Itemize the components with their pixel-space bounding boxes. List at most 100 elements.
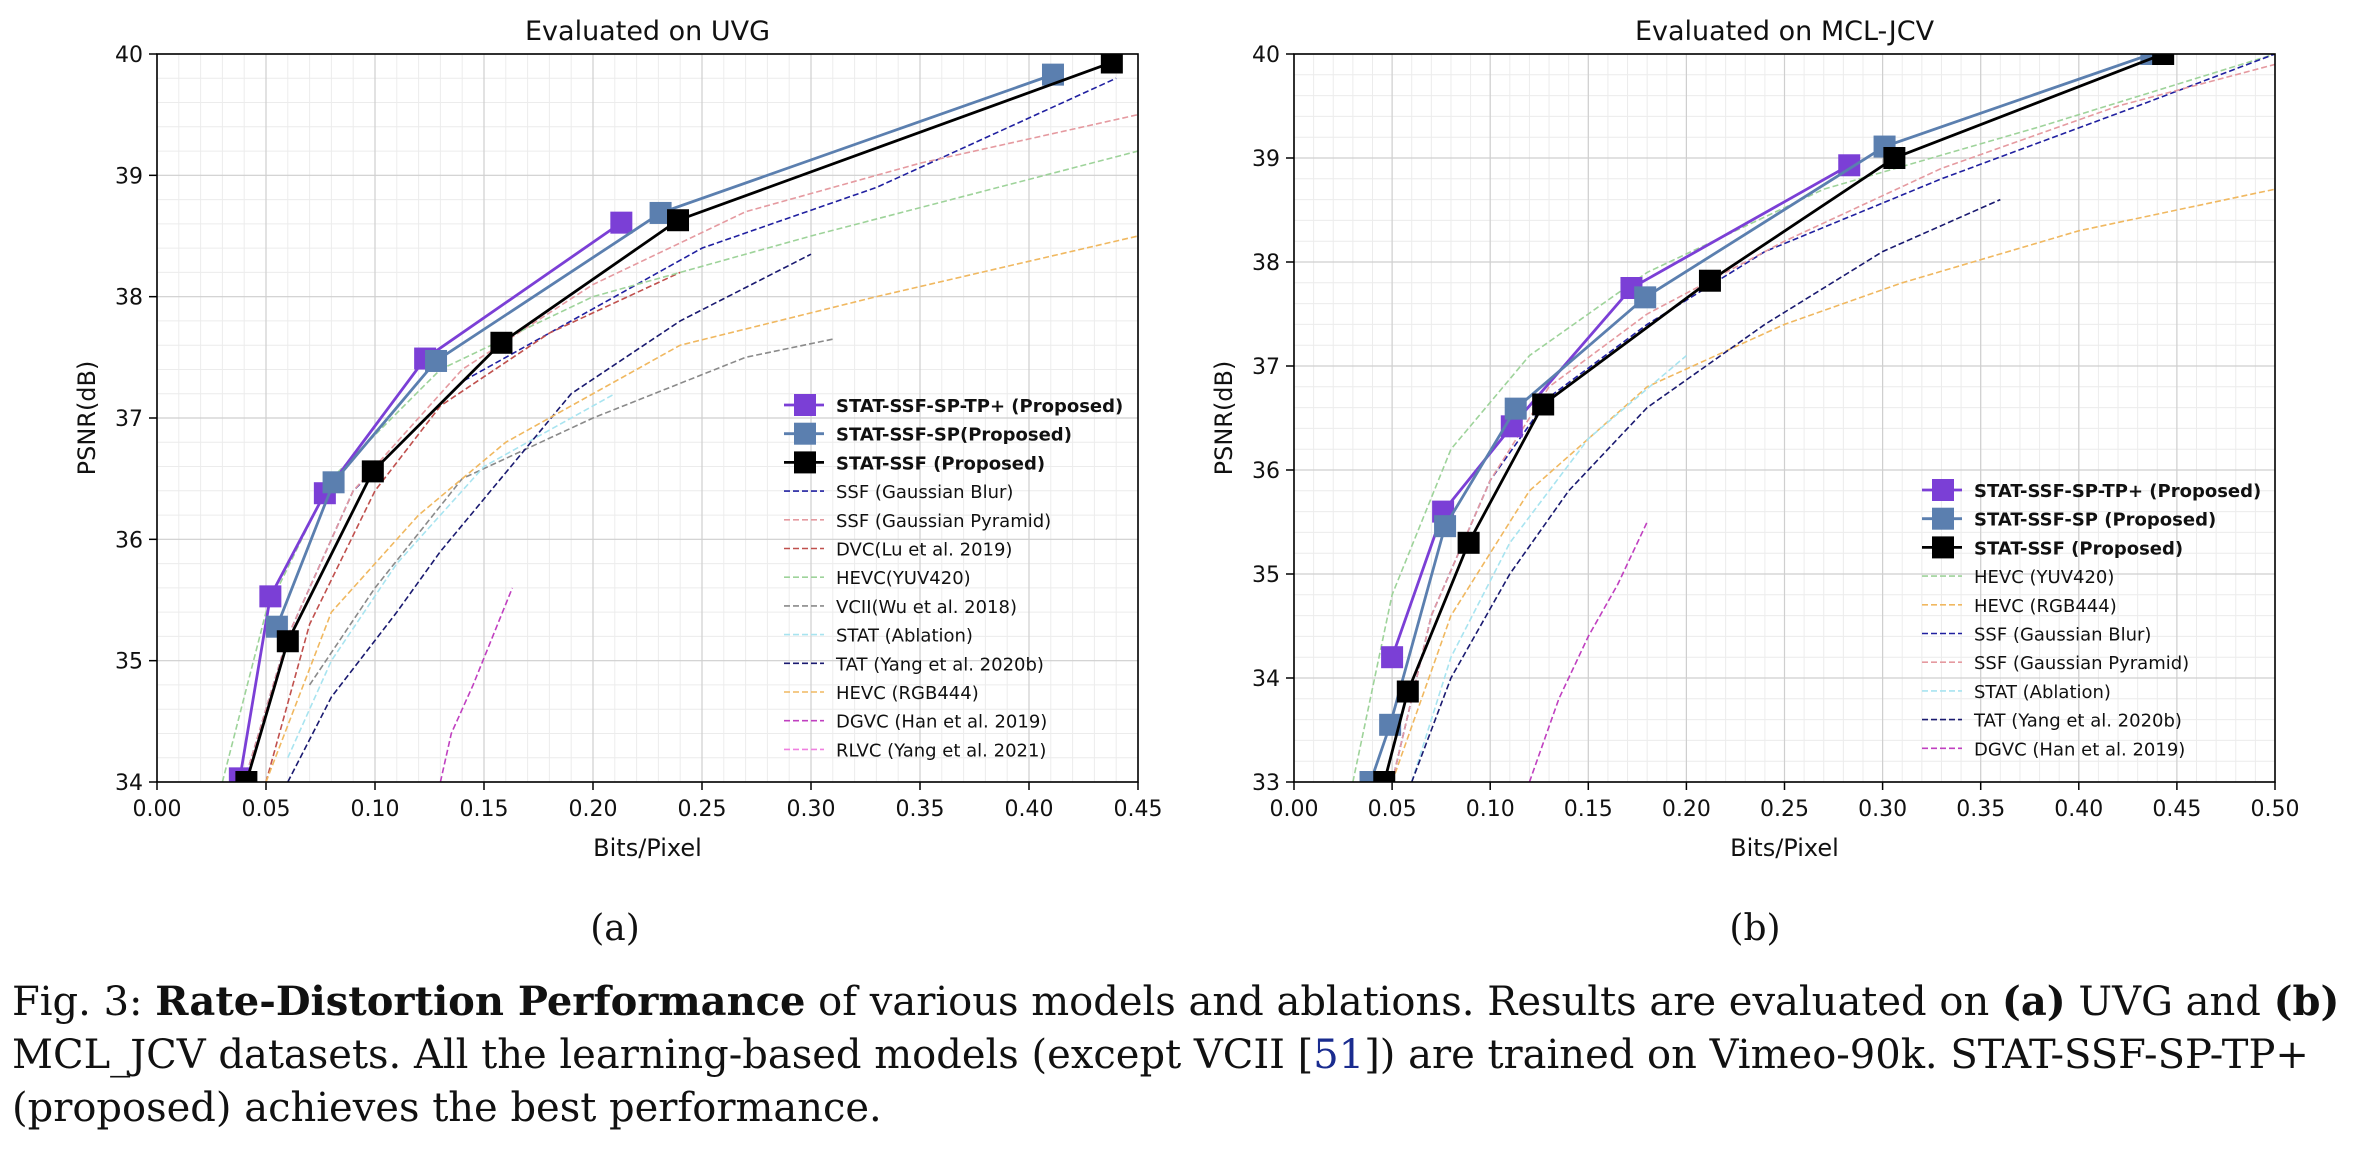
- legend: STAT-SSF-SP-TP+ (Proposed) STAT-SSF-SP (P…: [1922, 479, 2261, 760]
- legend-label: STAT (Ablation): [836, 626, 973, 647]
- series-marker-2: [276, 630, 299, 653]
- x-tick-label: 0.25: [1760, 797, 1809, 822]
- x-tick-label: 0.15: [1564, 797, 1613, 822]
- legend-label: VCII(Wu et al. 2018): [836, 597, 1017, 618]
- legend-label: SSF (Gaussian Pyramid): [836, 511, 1051, 532]
- figure-caption: Fig. 3: Rate-Distortion Performance of v…: [12, 975, 2362, 1135]
- x-tick-label: 0.30: [1858, 797, 1907, 822]
- x-tick-label: 0.05: [1368, 797, 1417, 822]
- series-marker-1: [1634, 286, 1657, 309]
- series-marker-2: [235, 771, 258, 782]
- chart-title: Evaluated on MCL-JCV: [1635, 16, 1935, 47]
- series-marker-0: [1381, 646, 1404, 669]
- series-line-4: [1391, 188, 2275, 782]
- series-line-4: [243, 113, 1138, 782]
- y-tick-label: 37: [115, 407, 143, 432]
- series-line-7: [1410, 354, 1687, 782]
- caption-reference-link[interactable]: 51: [1313, 1032, 1365, 1078]
- y-tick-label: 35: [115, 650, 143, 675]
- legend-marker: [794, 451, 816, 474]
- legend-label: DGVC (Han et al. 2019): [1974, 739, 2185, 760]
- x-tick-label: 0.15: [460, 797, 509, 822]
- legend-marker: [794, 422, 816, 445]
- series-marker-2: [1100, 54, 1123, 74]
- series-marker-1: [1359, 771, 1382, 782]
- series-marker-2: [2152, 54, 2175, 65]
- x-tick-label: 0.50: [2251, 797, 2300, 822]
- series-marker-2: [667, 209, 690, 232]
- y-tick-label: 34: [115, 771, 143, 796]
- legend-marker: [1932, 507, 1954, 530]
- series-marker-1: [649, 201, 672, 224]
- caption-text-3: MCL_JCV datasets. All the learning-based…: [12, 1032, 1314, 1078]
- x-tick-label: 0.10: [351, 797, 400, 822]
- x-tick-label: 0.20: [1662, 797, 1711, 822]
- series-marker-1: [425, 349, 448, 372]
- series-line-9: [287, 253, 812, 782]
- legend: STAT-SSF-SP-TP+ (Proposed) STAT-SSF-SP(Pr…: [784, 394, 1123, 761]
- y-tick-label: 36: [115, 528, 143, 553]
- plot-area: [221, 54, 1138, 782]
- legend-label: STAT-SSF-SP-TP+ (Proposed): [836, 396, 1123, 417]
- series-marker-2: [361, 460, 384, 483]
- caption-bold-b: (b): [2273, 978, 2340, 1025]
- caption-prefix: Fig. 3:: [12, 979, 156, 1025]
- y-tick-label: 36: [1252, 459, 1280, 484]
- legend-label: RLVC (Yang et al. 2021): [836, 740, 1046, 761]
- caption-text-4: ]) are trained on Vimeo-90k. STAT-SSF-SP…: [12, 1032, 2309, 1131]
- series-marker-2: [1698, 269, 1721, 292]
- legend-label: STAT-SSF-SP-TP+ (Proposed): [1974, 481, 2261, 502]
- x-tick-label: 0.05: [242, 797, 291, 822]
- x-tick-label: 0.00: [133, 797, 182, 822]
- legend-label: TAT (Yang et al. 2020b): [835, 654, 1044, 675]
- series-marker-1: [1504, 397, 1527, 420]
- legend-label: STAT-SSF (Proposed): [1974, 538, 2183, 559]
- y-tick-label: 34: [1252, 667, 1280, 692]
- y-tick-label: 39: [115, 164, 143, 189]
- y-tick-label: 40: [115, 43, 143, 68]
- x-tick-label: 0.00: [1270, 797, 1319, 822]
- y-tick-label: 37: [1252, 355, 1280, 380]
- legend-label: HEVC(YUV420): [836, 568, 971, 589]
- x-tick-label: 0.20: [569, 797, 618, 822]
- caption-text-2: UVG and: [2065, 979, 2274, 1025]
- series-marker-2: [1883, 147, 1906, 169]
- series-line-6: [1391, 63, 2275, 782]
- chart-panel-1: 0.00 0.05 0.10 0.15 0.20 0.25 0.30 0.35 0.40 0.45…: [1210, 16, 2299, 949]
- y-axis-label: PSNR(dB): [73, 361, 101, 476]
- legend-label: SSF (Gaussian Pyramid): [1974, 653, 2189, 674]
- x-tick-label: 0.30: [787, 797, 836, 822]
- legend-label: HEVC (RGB444): [1974, 596, 2117, 617]
- series-line-0: [238, 221, 623, 779]
- caption-bold-title: Rate-Distortion Performance: [155, 978, 806, 1025]
- series-marker-2: [490, 331, 513, 354]
- plot-area: [1352, 54, 2275, 782]
- y-tick-label: 38: [1252, 251, 1280, 276]
- series-line-3: [1352, 54, 2275, 782]
- legend-label: STAT-SSF-SP(Proposed): [836, 425, 1072, 446]
- series-line-10: [265, 235, 1138, 782]
- x-tick-label: 0.25: [678, 797, 727, 822]
- legend-label: HEVC (RGB444): [836, 683, 979, 704]
- figure-canvas: 0.00 0.05 0.10 0.15 0.20 0.25 0.30 0.35 0.40 0.45…: [73, 16, 2299, 949]
- legend-label: STAT (Ablation): [1974, 682, 2111, 703]
- legend-label: STAT-SSF (Proposed): [836, 453, 1045, 474]
- series-line-3: [243, 77, 1117, 782]
- series-marker-2: [1457, 531, 1480, 554]
- series-marker-2: [1532, 393, 1555, 416]
- x-tick-label: 0.40: [1005, 797, 1054, 822]
- caption-text-1: of various models and ablations. Results…: [805, 979, 2002, 1025]
- series-line-7: [308, 338, 833, 686]
- y-tick-label: 39: [1252, 147, 1280, 172]
- panel-label: (b): [1729, 908, 1780, 949]
- y-tick-label: 38: [115, 286, 143, 311]
- x-tick-label: 0.45: [2152, 797, 2201, 822]
- series-line-2: [245, 61, 1113, 782]
- series-marker-1: [1434, 515, 1457, 538]
- series-line-9: [1528, 521, 1648, 782]
- legend-label: DGVC (Han et al. 2019): [836, 712, 1047, 733]
- x-tick-label: 0.45: [1114, 797, 1163, 822]
- series-marker-2: [1396, 680, 1419, 703]
- series-line-11: [439, 587, 514, 782]
- series-marker-1: [1041, 63, 1064, 86]
